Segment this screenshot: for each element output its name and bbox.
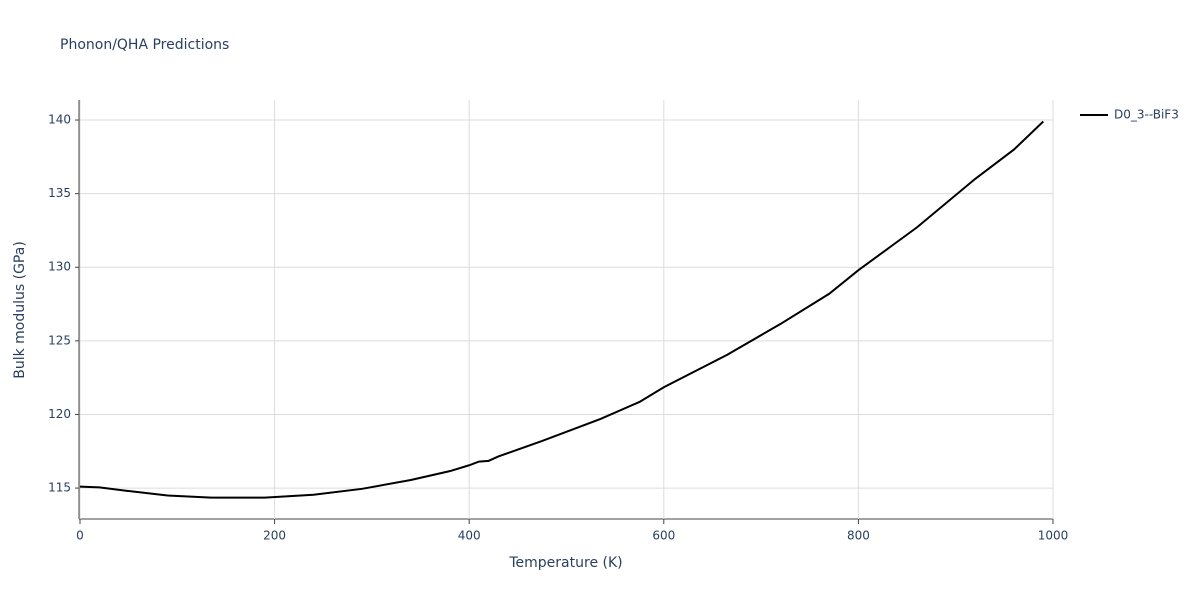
x-tick-label: 200 xyxy=(263,529,286,543)
x-axis-label: Temperature (K) xyxy=(508,555,622,571)
legend-label: D0_3--BiF3 xyxy=(1114,108,1179,122)
x-tick-label: 800 xyxy=(847,529,870,543)
y-tick-label: 125 xyxy=(48,333,71,347)
y-axis-label: Bulk modulus (GPa) xyxy=(12,241,28,379)
y-tick-label: 120 xyxy=(48,407,71,421)
y-tick-label: 130 xyxy=(48,260,71,274)
x-tick-label: 600 xyxy=(652,529,675,543)
y-tick-label: 115 xyxy=(48,481,71,495)
y-tick-label: 135 xyxy=(48,186,71,200)
line xyxy=(79,120,1044,499)
x-tick-label: 400 xyxy=(458,529,481,543)
x-tick-label: 1000 xyxy=(1038,529,1069,543)
y-tick-label: 140 xyxy=(48,113,71,127)
chart-title: Phonon/QHA Predictions xyxy=(60,37,229,53)
x-tick-label: 0 xyxy=(76,529,84,543)
